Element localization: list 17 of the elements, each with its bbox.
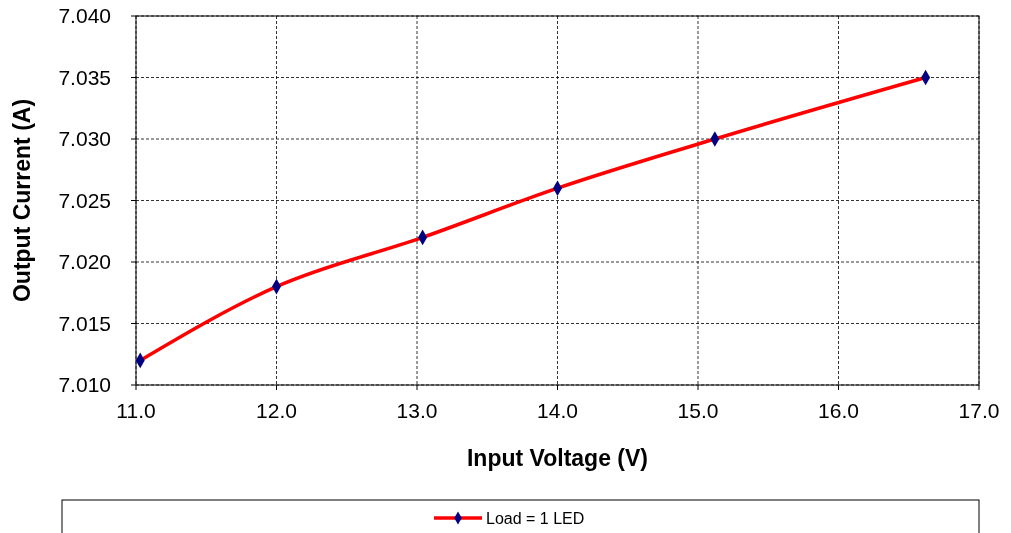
- x-tick-label: 14.0: [537, 399, 578, 422]
- x-tick-label: 17.0: [958, 399, 1000, 422]
- y-tick-label: 7.040: [58, 4, 111, 27]
- y-tick-label: 7.030: [58, 127, 111, 150]
- x-tick-label: 13.0: [396, 399, 438, 422]
- x-tick-label: 11.0: [116, 399, 156, 422]
- y-tick-label: 7.035: [58, 65, 111, 89]
- x-tick-label: 16.0: [818, 399, 859, 422]
- y-tick-label: 7.010: [58, 373, 111, 396]
- y-tick-label: 7.020: [58, 250, 111, 273]
- x-tick-label: 12.0: [256, 399, 297, 422]
- y-axis-title: Output Current (A): [9, 98, 35, 303]
- x-tick-label: 15.0: [677, 399, 719, 422]
- y-tick-label: 7.015: [58, 311, 111, 335]
- x-axis-title: Input Voltage (V): [466, 445, 649, 471]
- y-tick-label: 7.025: [58, 188, 111, 212]
- legend-label: Load = 1 LED: [486, 510, 585, 527]
